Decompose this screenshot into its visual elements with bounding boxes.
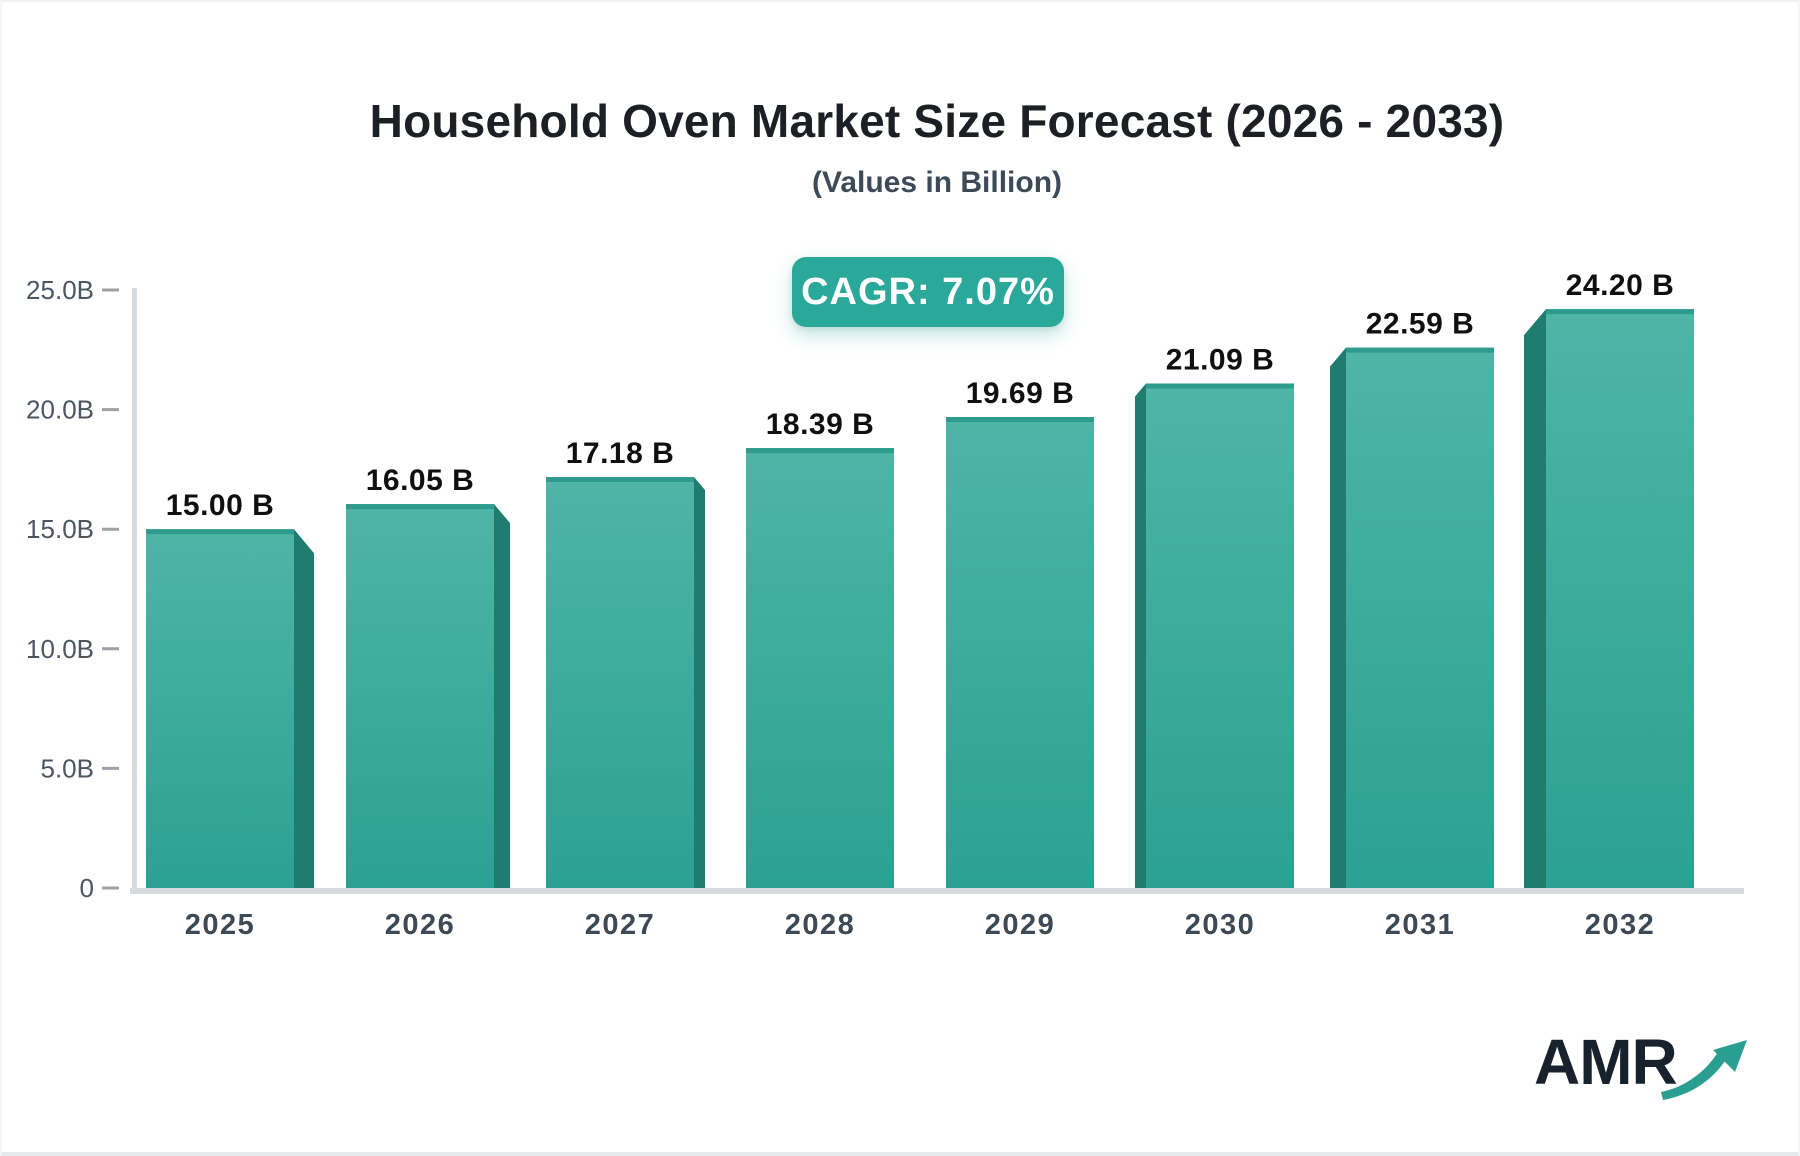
x-axis-label: 2026 xyxy=(385,909,456,941)
bar-top-edge xyxy=(146,529,294,535)
bar-side-face xyxy=(1524,309,1546,890)
chart-header: Household Oven Market Size Forecast (202… xyxy=(132,94,1742,200)
chart-title: Household Oven Market Size Forecast (202… xyxy=(369,95,1505,147)
bar-value-label: 18.39 B xyxy=(766,408,875,441)
bar-face xyxy=(946,417,1094,890)
bar-side-face xyxy=(694,477,705,890)
bar-face xyxy=(746,448,894,890)
bar-face xyxy=(346,504,494,890)
x-axis-label: 2028 xyxy=(785,909,856,941)
amr-logo: AMR xyxy=(1534,1030,1753,1104)
y-axis-tick-label: 15.0B xyxy=(26,514,94,544)
y-axis-tick-label: 5.0B xyxy=(41,753,95,783)
bar-2032: 24.20 B xyxy=(1524,269,1694,890)
bar-value-label: 16.05 B xyxy=(366,464,475,497)
growth-arrow-icon xyxy=(1660,1040,1747,1100)
x-axis-label: 2031 xyxy=(1385,909,1456,941)
x-axis-label: 2029 xyxy=(985,909,1056,941)
bar-value-label: 21.09 B xyxy=(1166,344,1275,377)
bar-face xyxy=(146,529,294,890)
bar-2030: 21.09 B xyxy=(1135,344,1294,890)
bar-top-edge xyxy=(746,448,894,454)
y-axis-tick-label: 0 xyxy=(80,873,94,903)
cagr-badge-label: CAGR: 7.07% xyxy=(801,270,1055,313)
bar-top-edge xyxy=(1346,347,1494,353)
bar-2031: 22.59 B xyxy=(1330,308,1494,890)
bar-side-face xyxy=(494,504,510,890)
chart-subtitle: (Values in Billion) xyxy=(811,166,1063,199)
bar-top-edge xyxy=(946,417,1094,423)
bar-side-face xyxy=(294,529,314,890)
bar-value-label: 15.00 B xyxy=(166,489,275,522)
bar-2028: 18.39 B xyxy=(746,408,894,890)
cagr-badge: CAGR: 7.07% xyxy=(792,257,1064,327)
bar-2029: 19.69 B xyxy=(946,377,1094,890)
x-axis-label: 2032 xyxy=(1585,909,1656,941)
bar-top-edge xyxy=(1546,309,1694,315)
x-axis-label: 2030 xyxy=(1185,909,1256,941)
bar-side-face xyxy=(1135,383,1146,890)
bar-value-label: 19.69 B xyxy=(966,377,1075,410)
bar-face xyxy=(546,477,694,890)
bar-top-edge xyxy=(1146,383,1294,389)
x-axis-label: 2025 xyxy=(185,909,256,941)
bar-top-edge xyxy=(546,477,694,483)
bar-face xyxy=(1146,383,1294,890)
bar-value-label: 24.20 B xyxy=(1566,269,1675,302)
bar-face xyxy=(1346,347,1494,890)
y-axis-line xyxy=(132,288,137,894)
bar-2027: 17.18 B xyxy=(546,437,705,890)
bar-2026: 16.05 B xyxy=(346,464,510,890)
x-axis-label: 2027 xyxy=(585,909,656,941)
bar-side-face xyxy=(1330,347,1346,890)
amr-logo-text: AMR xyxy=(1534,1026,1678,1098)
y-axis-tick-label: 10.0B xyxy=(26,634,94,664)
bar-top-edge xyxy=(346,504,494,510)
bar-face xyxy=(1546,309,1694,890)
bar-value-label: 17.18 B xyxy=(566,437,675,470)
y-axis-tick-label: 25.0B xyxy=(26,275,94,305)
bar-2025: 15.00 B xyxy=(146,489,314,890)
x-axis-line xyxy=(130,888,1744,894)
y-axis-tick-label: 20.0B xyxy=(26,395,94,425)
bar-value-label: 22.59 B xyxy=(1366,308,1475,341)
